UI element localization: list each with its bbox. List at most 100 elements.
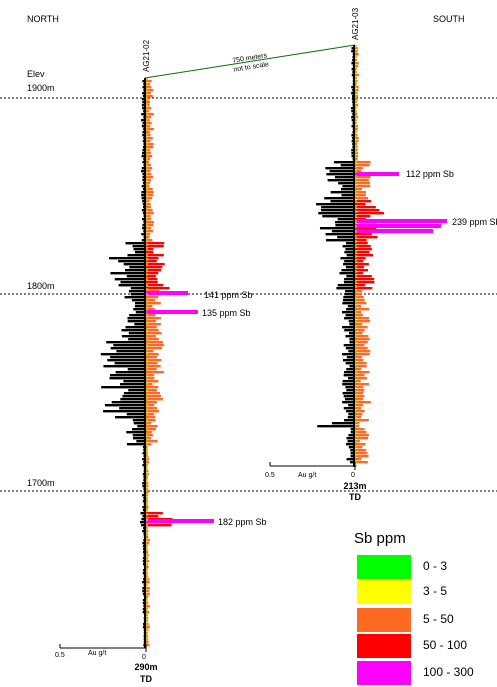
legend-label: 3 - 5 xyxy=(423,584,448,598)
au-bar xyxy=(341,188,354,191)
au-bar xyxy=(133,248,145,251)
au-bar xyxy=(142,482,145,485)
au-bar xyxy=(337,284,354,287)
au-bar xyxy=(320,209,354,212)
sb-bar xyxy=(355,389,365,392)
sb-bar xyxy=(355,209,380,212)
au-bar xyxy=(331,230,354,233)
sb-bar xyxy=(355,359,364,362)
au-axis-max-ag21-03: 0 xyxy=(351,472,355,479)
sb-bar xyxy=(146,203,151,206)
au-bar xyxy=(339,272,354,275)
hole-name-ag21-03: AG21-03 xyxy=(351,7,360,40)
sb-bar xyxy=(146,224,154,227)
au-bar xyxy=(133,422,145,425)
au-bar xyxy=(142,608,145,611)
sb-bar xyxy=(355,332,363,335)
au-bar xyxy=(338,182,354,185)
au-bar xyxy=(121,329,145,332)
au-bar xyxy=(343,296,354,299)
au-bar xyxy=(351,47,354,50)
au-bar xyxy=(342,185,354,188)
sb-bar xyxy=(355,434,369,437)
au-bar xyxy=(346,437,354,440)
au-bar xyxy=(345,242,354,245)
sb-bar xyxy=(146,437,152,440)
au-bar xyxy=(318,212,354,215)
sb-bar xyxy=(355,203,366,206)
sb-bar xyxy=(146,308,155,311)
sb-bar xyxy=(355,266,365,269)
au-bar xyxy=(132,437,145,440)
sb-bar xyxy=(146,389,157,392)
au-bar xyxy=(132,245,145,248)
au-bar xyxy=(142,500,145,503)
au-bar xyxy=(142,563,145,566)
sb-bar xyxy=(355,440,360,443)
au-bar xyxy=(348,434,354,437)
au-bar xyxy=(141,119,145,122)
sb-bar xyxy=(146,119,150,122)
sb-bar xyxy=(355,347,368,350)
sb-bar xyxy=(146,368,157,371)
au-bar xyxy=(142,587,145,590)
au-bar xyxy=(344,278,354,281)
au-bar xyxy=(141,191,145,194)
sb-bar xyxy=(146,515,159,518)
au-bar xyxy=(340,164,354,167)
au-bar xyxy=(118,284,145,287)
td-label-ag21-02: TD xyxy=(140,674,152,684)
sb-bar xyxy=(146,296,159,299)
au-bar xyxy=(103,410,145,413)
sb-bar xyxy=(146,158,150,161)
sb-bar xyxy=(146,242,165,245)
au-bar xyxy=(142,140,145,143)
sb-bar xyxy=(146,299,156,302)
sb-bar xyxy=(355,278,375,281)
au-bar xyxy=(345,362,354,365)
sb-bar xyxy=(355,410,365,413)
legend-swatch xyxy=(357,661,411,685)
au-bar xyxy=(351,155,354,158)
sb-bar xyxy=(146,485,149,488)
au-bar xyxy=(141,194,145,197)
sb-bar xyxy=(146,359,162,362)
au-bar xyxy=(346,254,354,257)
sb-bar xyxy=(355,368,362,371)
td-label-ag21-03: TD xyxy=(349,492,361,502)
au-bar xyxy=(350,431,354,434)
legend-swatch xyxy=(357,634,411,658)
sb-bar xyxy=(146,86,152,89)
sb-bar xyxy=(355,308,370,311)
au-bar xyxy=(344,260,354,263)
sb-bar xyxy=(355,212,385,215)
au-bar xyxy=(142,593,145,596)
sb-bar xyxy=(146,176,154,179)
sb-bar xyxy=(355,227,377,230)
sb-bar xyxy=(146,320,156,323)
au-bar xyxy=(342,353,354,356)
sb-bar xyxy=(355,422,360,425)
sb-bar xyxy=(355,392,364,395)
sb-bar xyxy=(146,239,153,242)
sb-bar xyxy=(146,398,163,401)
au-bar xyxy=(142,464,145,467)
au-bar xyxy=(128,389,145,392)
sb-bar xyxy=(355,458,362,461)
au-bar xyxy=(349,323,354,326)
au-bar xyxy=(322,215,354,218)
au-bar xyxy=(110,347,145,350)
sb-bar xyxy=(355,182,370,185)
au-bar xyxy=(342,380,354,383)
south-label: SOUTH xyxy=(433,14,465,24)
sb-bar xyxy=(355,83,357,86)
sb-bar xyxy=(355,236,378,239)
sb-bar xyxy=(146,512,163,515)
au-bar xyxy=(126,275,145,278)
au-bar xyxy=(141,167,145,170)
au-bar xyxy=(109,257,145,260)
sb-bar xyxy=(355,113,358,116)
au-bar xyxy=(349,365,354,368)
sb-bar xyxy=(355,317,370,320)
au-bar xyxy=(351,116,354,119)
